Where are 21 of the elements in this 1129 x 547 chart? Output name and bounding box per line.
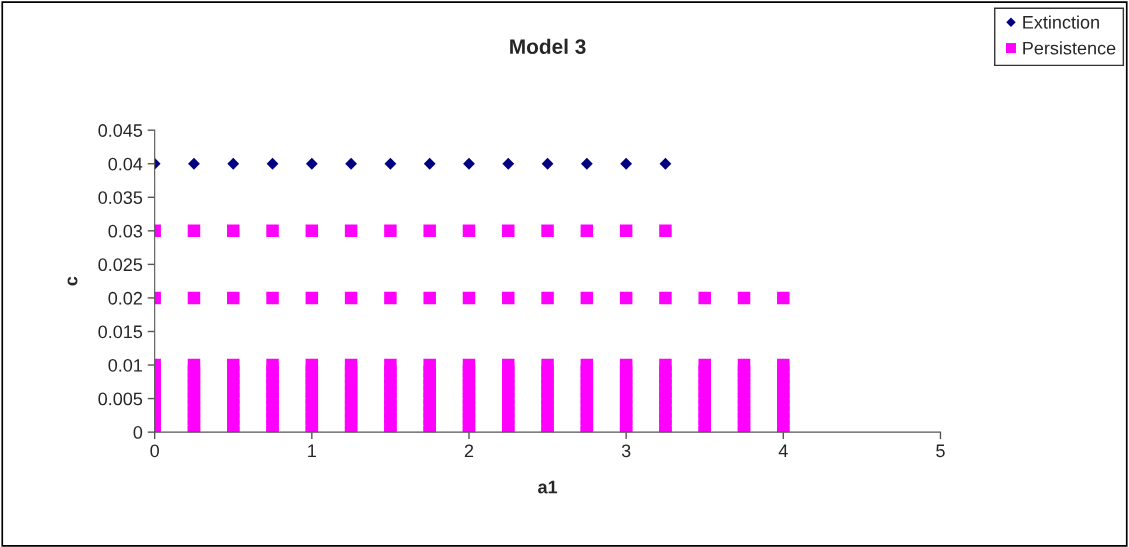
x-axis-title: a1 — [538, 480, 558, 494]
y-tick-label: 0.01 — [108, 358, 142, 372]
y-tick-label: 0.005 — [98, 392, 143, 406]
y-tick-label: 0.035 — [98, 191, 143, 204]
x-tick-label: 3 — [621, 444, 631, 458]
y-axis-title: c — [67, 276, 78, 286]
x-tick-label: 2 — [464, 444, 474, 458]
x-tick-label: 0 — [150, 444, 159, 458]
y-tick-label: 0.04 — [108, 157, 143, 171]
x-tick-label: 4 — [778, 444, 788, 458]
x-tick-label: 5 — [936, 444, 945, 458]
y-tick-label: 0.015 — [98, 325, 143, 339]
y-tick-label: 0.045 — [98, 124, 143, 137]
y-tick-label: 0.02 — [108, 291, 142, 305]
x-tick-label: 1 — [308, 444, 316, 458]
y-tick-label: 0.025 — [98, 258, 143, 272]
legend-label: Extinction — [1023, 15, 1099, 29]
legend-label: Persistence — [1023, 41, 1116, 55]
chart-title: Model 3 — [510, 38, 586, 55]
y-tick-label: 0 — [133, 426, 143, 439]
y-tick-label: 0.03 — [108, 224, 143, 238]
